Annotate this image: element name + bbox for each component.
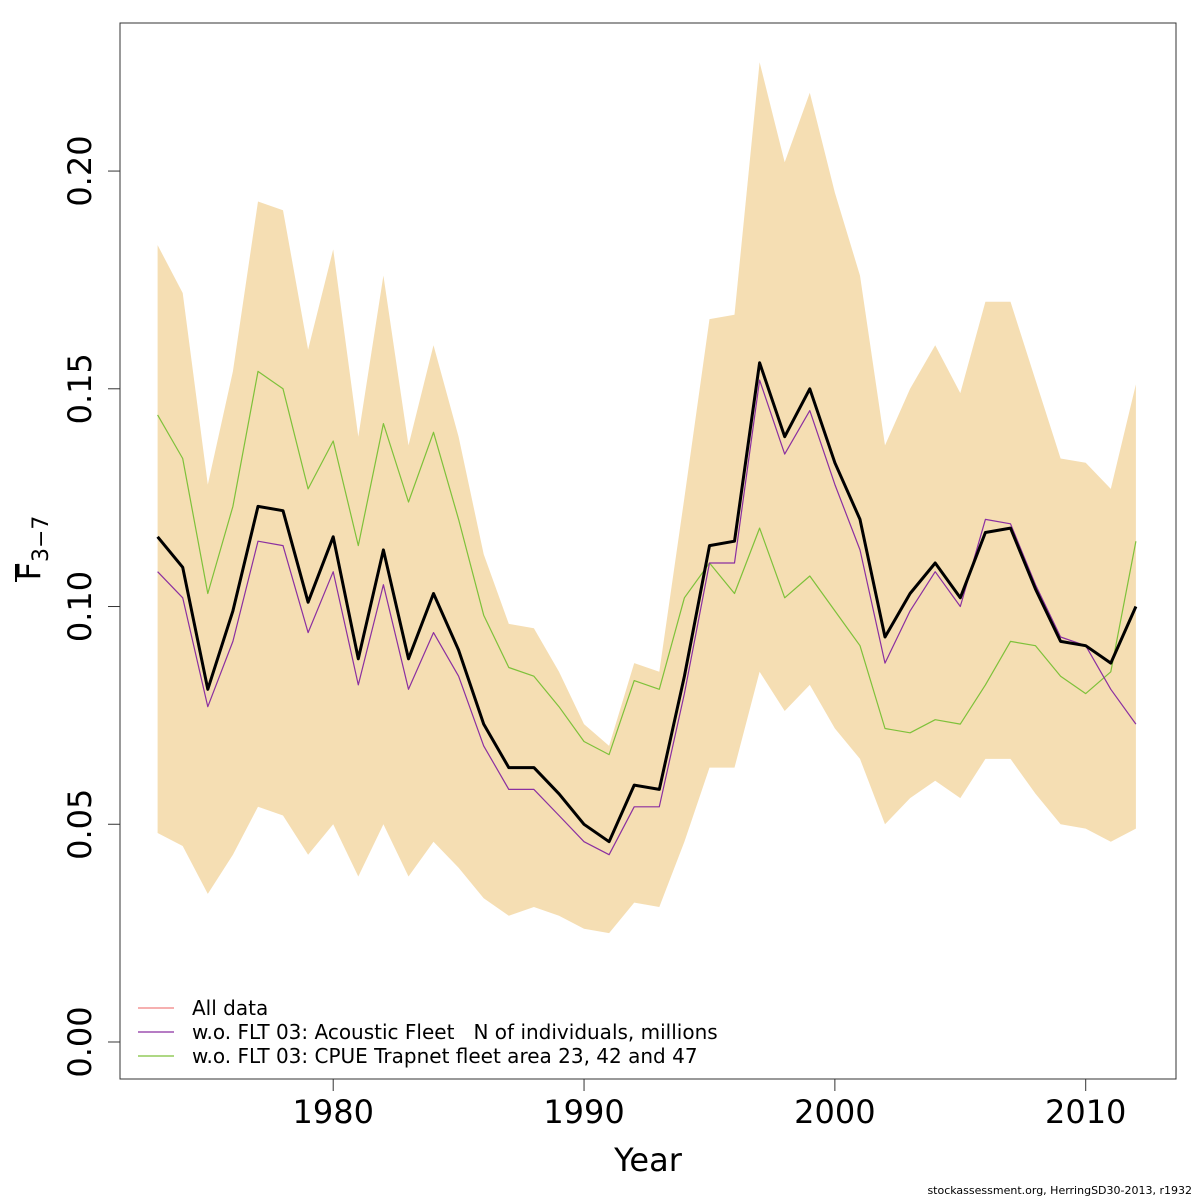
- chart: 1980 1990 2000 2010 0.00 0.05 0.10 0.15 0.20 Ye…: [0, 0, 1200, 1200]
- y-tick-label: 0.10: [61, 571, 99, 642]
- y-tick-label: 0.00: [61, 1006, 99, 1077]
- y-axis-title-sub: 3−7: [29, 516, 54, 562]
- legend-label: All data: [192, 996, 268, 1020]
- x-tick-label: 2010: [1045, 1093, 1126, 1131]
- legend-label: w.o. FLT 03: CPUE Trapnet fleet area 23,…: [192, 1044, 698, 1068]
- footer-credit: stockassessment.org, HerringSD30-2013, r…: [927, 1184, 1192, 1197]
- x-axis-title: Year: [613, 1141, 683, 1179]
- y-tick-label: 0.05: [61, 789, 99, 860]
- x-tick-label: 2000: [794, 1093, 875, 1131]
- y-axis-title: F3−7: [10, 516, 54, 582]
- y-tick-label: 0.15: [61, 353, 99, 424]
- y-axis: 0.00 0.05 0.10 0.15 0.20: [61, 135, 120, 1077]
- x-tick-label: 1990: [543, 1093, 624, 1131]
- legend-label: w.o. FLT 03: Acoustic Fleet N of individ…: [192, 1020, 718, 1044]
- x-axis: 1980 1990 2000 2010: [292, 1079, 1126, 1131]
- x-tick-label: 1980: [292, 1093, 373, 1131]
- y-tick-label: 0.20: [61, 135, 99, 206]
- confidence-band: [158, 62, 1136, 933]
- confidence-band-layer: [158, 62, 1136, 933]
